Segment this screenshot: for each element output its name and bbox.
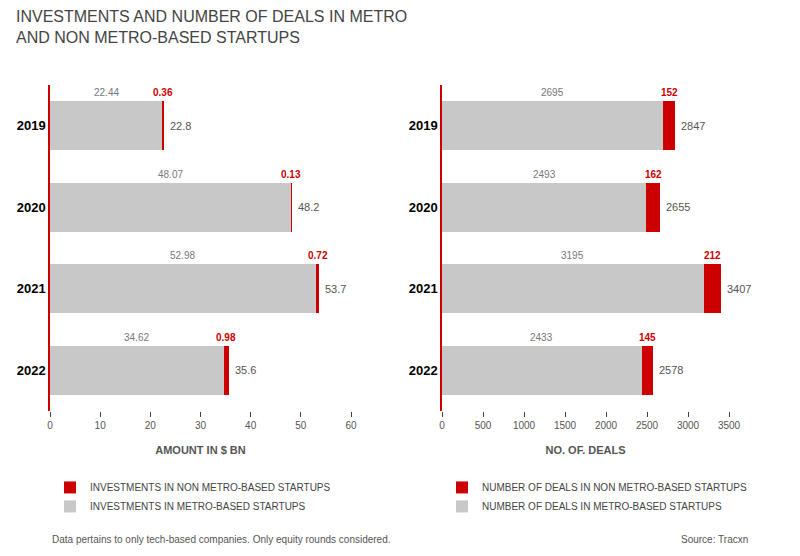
svg-text:3500: 3500: [718, 420, 741, 431]
svg-text:50: 50: [295, 420, 307, 431]
svg-text:2021: 2021: [409, 281, 438, 296]
svg-text:0.36: 0.36: [153, 87, 173, 98]
svg-text:2847: 2847: [681, 120, 705, 132]
svg-text:Source: Tracxn: Source: Tracxn: [681, 534, 748, 545]
svg-text:2022: 2022: [409, 363, 438, 378]
svg-text:53.7: 53.7: [325, 283, 346, 295]
svg-text:INVESTMENTS IN NON METRO-BASED: INVESTMENTS IN NON METRO-BASED STARTUPS: [90, 482, 331, 493]
svg-text:AMOUNT IN $ BN: AMOUNT IN $ BN: [155, 444, 246, 456]
svg-text:22.44: 22.44: [94, 87, 119, 98]
svg-text:2020: 2020: [409, 200, 438, 215]
svg-text:48.2: 48.2: [298, 201, 319, 213]
svg-text:0: 0: [47, 420, 53, 431]
svg-text:152: 152: [661, 87, 678, 98]
svg-text:2655: 2655: [666, 201, 690, 213]
svg-text:22.8: 22.8: [170, 120, 191, 132]
svg-text:48.07: 48.07: [158, 169, 183, 180]
svg-text:60: 60: [345, 420, 357, 431]
svg-text:0.98: 0.98: [216, 332, 236, 343]
svg-text:2019: 2019: [17, 118, 46, 133]
svg-text:2022: 2022: [17, 363, 46, 378]
svg-text:145: 145: [639, 332, 656, 343]
svg-text:INVESTMENTS IN METRO-BASED STA: INVESTMENTS IN METRO-BASED STARTUPS: [90, 501, 306, 512]
svg-text:20: 20: [145, 420, 157, 431]
svg-text:2578: 2578: [659, 364, 683, 376]
svg-text:1000: 1000: [513, 420, 536, 431]
svg-text:52.98: 52.98: [170, 250, 195, 261]
svg-text:1500: 1500: [554, 420, 577, 431]
svg-text:162: 162: [645, 169, 662, 180]
svg-text:34.62: 34.62: [124, 332, 149, 343]
svg-text:0.72: 0.72: [308, 250, 328, 261]
svg-text:500: 500: [475, 420, 492, 431]
svg-text:3000: 3000: [677, 420, 700, 431]
svg-text:40: 40: [245, 420, 257, 431]
svg-text:2021: 2021: [17, 281, 46, 296]
svg-text:0.13: 0.13: [281, 169, 301, 180]
svg-text:2019: 2019: [409, 118, 438, 133]
svg-text:2695: 2695: [541, 87, 564, 98]
svg-text:30: 30: [195, 420, 207, 431]
svg-text:2500: 2500: [636, 420, 659, 431]
svg-text:10: 10: [95, 420, 107, 431]
svg-text:3407: 3407: [727, 283, 751, 295]
svg-text:NUMBER OF DEALS IN NON METRO-B: NUMBER OF DEALS IN NON METRO-BASED START…: [482, 482, 747, 493]
svg-text:2000: 2000: [595, 420, 618, 431]
svg-text:NO. OF. DEALS: NO. OF. DEALS: [545, 444, 625, 456]
svg-text:2433: 2433: [530, 332, 553, 343]
svg-text:3195: 3195: [561, 250, 584, 261]
svg-text:Data pertains to only tech-bas: Data pertains to only tech-based compani…: [52, 534, 391, 545]
svg-text:2493: 2493: [533, 169, 556, 180]
svg-text:INVESTMENTS AND NUMBER OF DEAL: INVESTMENTS AND NUMBER OF DEALS IN METRO…: [16, 8, 407, 46]
svg-text:212: 212: [704, 250, 721, 261]
svg-text:NUMBER OF DEALS IN METRO-BASED: NUMBER OF DEALS IN METRO-BASED STARTUPS: [482, 501, 722, 512]
svg-text:35.6: 35.6: [235, 364, 256, 376]
svg-text:2020: 2020: [17, 200, 46, 215]
svg-text:0: 0: [439, 420, 445, 431]
